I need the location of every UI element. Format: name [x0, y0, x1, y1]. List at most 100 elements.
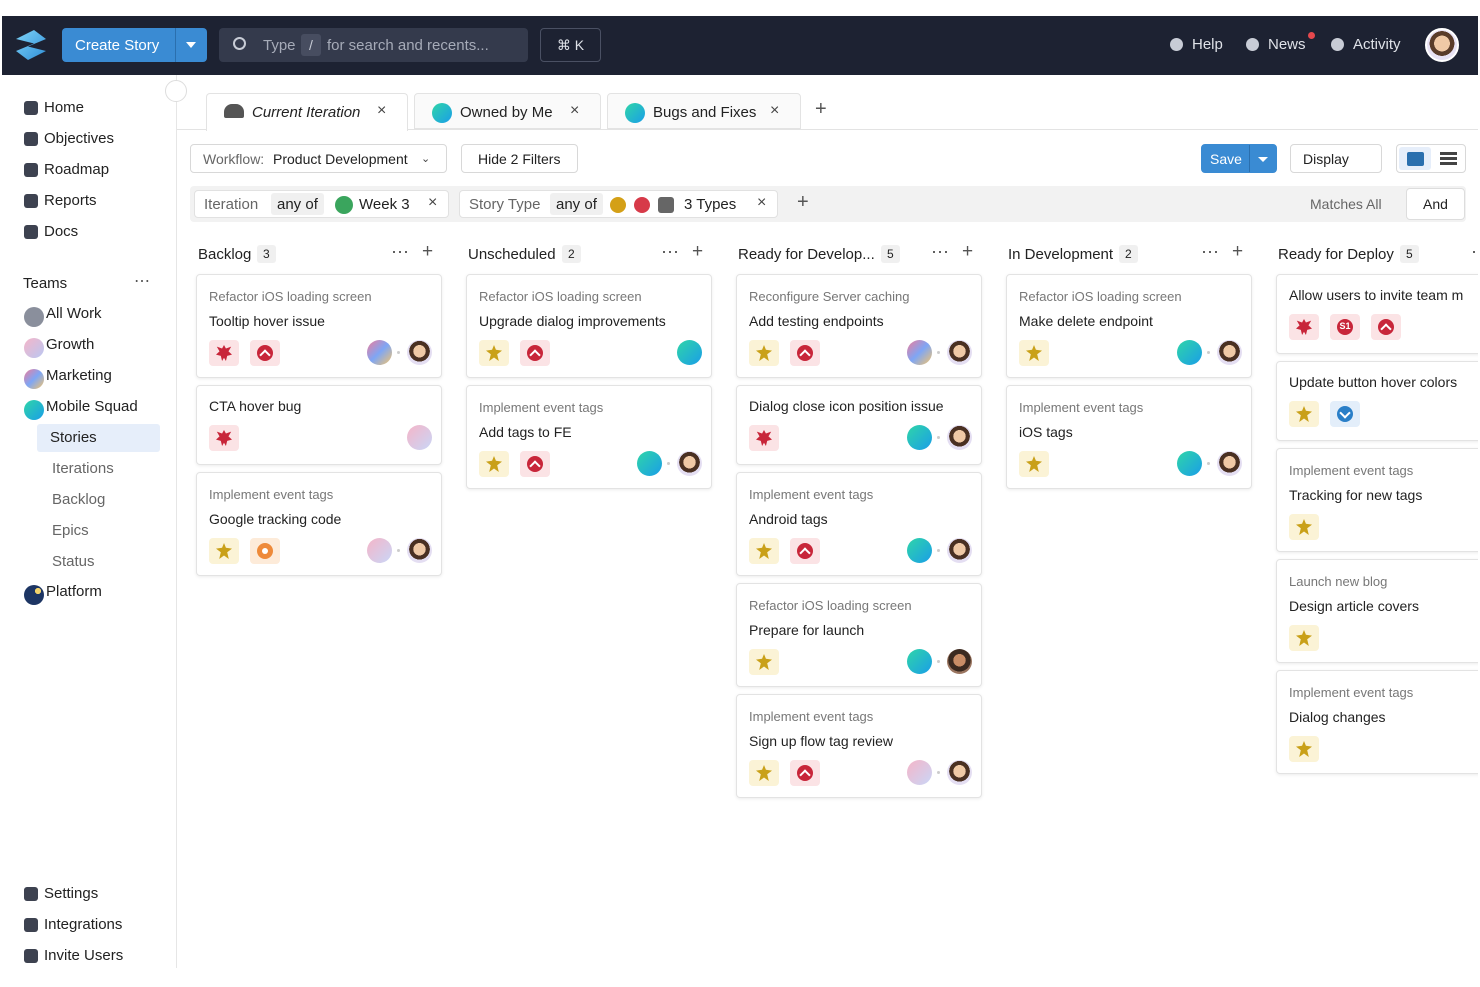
column-menu[interactable]: ⋯: [1471, 242, 1478, 263]
search-box[interactable]: Type / for search and recents...: [219, 28, 528, 62]
sidebar-item[interactable]: Iterations: [16, 455, 166, 483]
chevron: [529, 349, 541, 361]
filter-remove[interactable]: ×: [757, 194, 767, 211]
tab[interactable]: Owned by Me ×: [414, 93, 601, 129]
sidebar-item[interactable]: Settings: [16, 880, 166, 908]
hide-filters-button[interactable]: Hide 2 Filters: [461, 144, 578, 173]
card-label-icon: [749, 538, 779, 564]
story-card[interactable]: Refactor iOS loading screen Prepare for l…: [736, 583, 982, 687]
story-card[interactable]: Refactor iOS loading screen Make delete e…: [1006, 274, 1252, 378]
sidebar-icon: [24, 918, 38, 932]
card-title: Make delete endpoint: [1019, 313, 1153, 329]
sidebar-item[interactable]: Epics: [16, 517, 166, 545]
sidebar-icon: [24, 101, 38, 115]
view-toggle[interactable]: [1396, 144, 1466, 173]
sidebar-item[interactable]: Home: [16, 94, 166, 122]
column-add[interactable]: +: [962, 241, 974, 262]
card-avatar: [907, 760, 932, 785]
story-card[interactable]: CTA hover bug: [196, 385, 442, 465]
sidebar-item[interactable]: Growth: [16, 331, 166, 359]
sidebar-item[interactable]: Platform: [16, 578, 166, 606]
column-menu[interactable]: ⋯: [1201, 242, 1219, 262]
column-add[interactable]: +: [422, 241, 434, 262]
filter-chip[interactable]: Iteration any of Week 3 ×: [194, 190, 449, 218]
shortcut-button[interactable]: ⌘ K: [540, 28, 601, 62]
card-epic: Implement event tags: [479, 400, 604, 415]
column-menu[interactable]: ⋯: [391, 242, 409, 262]
icon-glyph: [486, 345, 502, 361]
sidebar-item[interactable]: Objectives: [16, 125, 166, 153]
story-card[interactable]: Update button hover colors: [1276, 361, 1478, 441]
collapse-button[interactable]: [165, 80, 187, 102]
story-card[interactable]: Launch new blog Design article covers: [1276, 559, 1478, 663]
card-epic: Implement event tags: [749, 487, 874, 502]
sidebar-item[interactable]: Stories: [37, 424, 160, 452]
save-button[interactable]: Save: [1201, 144, 1277, 173]
tab-close[interactable]: ×: [770, 102, 780, 119]
sidebar-item[interactable]: Roadmap: [16, 156, 166, 184]
dropdown-divider: [175, 28, 176, 62]
sidebar-label: Home: [44, 99, 85, 116]
icon-glyph: [756, 654, 772, 670]
dropdown-caret: [186, 42, 196, 48]
story-card[interactable]: Implement event tags iOS tags: [1006, 385, 1252, 489]
tab[interactable]: Current Iteration ×: [206, 93, 408, 131]
tab[interactable]: Bugs and Fixes ×: [607, 93, 801, 129]
story-card[interactable]: Implement event tags Dialog changes: [1276, 670, 1478, 774]
icon-glyph: [1296, 519, 1312, 535]
card-epic: Refactor iOS loading screen: [1019, 289, 1182, 304]
story-card[interactable]: Reconfigure Server caching Add testing en…: [736, 274, 982, 378]
sidebar-item[interactable]: Mobile Squad: [16, 393, 166, 421]
workflow-select[interactable]: Workflow: Product Development ⌄: [190, 144, 447, 173]
filter-op: any of: [271, 193, 324, 215]
sidebar-item[interactable]: Marketing: [16, 362, 166, 390]
story-card[interactable]: Implement event tags Google tracking code: [196, 472, 442, 576]
tab-close[interactable]: ×: [570, 102, 580, 119]
story-card[interactable]: Allow users to invite team m S1: [1276, 274, 1478, 354]
card-label-icon: [479, 451, 509, 477]
icon-glyph: [1296, 319, 1312, 335]
teams-more[interactable]: ⋯: [134, 273, 151, 290]
card-title: Google tracking code: [209, 511, 342, 527]
story-card[interactable]: Implement event tags Add tags to FE: [466, 385, 712, 489]
filter-chip[interactable]: Story Type any of 3 Types ×: [459, 190, 778, 218]
chevron: [529, 460, 541, 472]
card-avatar: [407, 538, 432, 563]
sidebar-item[interactable]: Backlog: [16, 486, 166, 514]
column-add[interactable]: +: [692, 241, 704, 262]
story-card[interactable]: Implement event tags Android tags: [736, 472, 982, 576]
display-button[interactable]: Display: [1290, 144, 1382, 173]
sidebar-item[interactable]: All Work: [16, 300, 166, 328]
card-avatar: [947, 340, 972, 365]
sidebar-item[interactable]: Reports: [16, 187, 166, 215]
story-card[interactable]: Implement event tags Tracking for new tag…: [1276, 448, 1478, 552]
story-card[interactable]: Refactor iOS loading screen Upgrade dialo…: [466, 274, 712, 378]
story-card[interactable]: Refactor iOS loading screen Tooltip hover…: [196, 274, 442, 378]
sidebar-item[interactable]: Docs: [16, 218, 166, 246]
and-button[interactable]: And: [1406, 188, 1465, 220]
sidebar-item[interactable]: Invite Users: [16, 942, 166, 970]
column-menu[interactable]: ⋯: [661, 242, 679, 262]
type-icon: [610, 197, 626, 213]
filter-remove[interactable]: ×: [428, 194, 438, 211]
add-tab[interactable]: +: [815, 98, 827, 120]
card-label-icon: [1289, 625, 1319, 651]
user-avatar[interactable]: [1425, 28, 1459, 62]
add-filter[interactable]: +: [797, 191, 809, 213]
column-count: 2: [562, 245, 581, 263]
sidebar-item[interactable]: Integrations: [16, 911, 166, 939]
column-menu[interactable]: ⋯: [931, 242, 949, 262]
tab-close[interactable]: ×: [377, 102, 387, 119]
card-avatar: [1177, 451, 1202, 476]
list-icon: [1440, 152, 1457, 166]
sidebar-item[interactable]: Status: [16, 548, 166, 576]
story-card[interactable]: Implement event tags Sign up flow tag rev…: [736, 694, 982, 798]
column-add[interactable]: +: [1232, 241, 1244, 262]
filter-field: Story Type: [469, 196, 541, 213]
sidebar-label: Platform: [46, 583, 102, 600]
story-card[interactable]: Dialog close icon position issue: [736, 385, 982, 465]
icon-glyph: S1: [1337, 319, 1353, 335]
chevron: [799, 349, 811, 361]
card-avatar: [947, 538, 972, 563]
create-story-button[interactable]: Create Story: [62, 28, 207, 62]
